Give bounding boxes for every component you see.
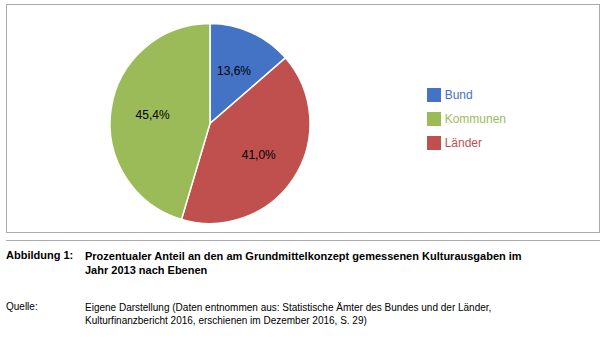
html-text:Länder: Länder: [444, 135, 482, 150]
svg-text:45,4%: 45,4%: [136, 108, 170, 122]
html-text:Prozentualer Anteil an den am: Prozentualer Anteil an den am Grundmitte…: [85, 250, 522, 276]
html-text:Bund: Bund: [444, 87, 473, 102]
svg-text:41,0%: 41,0%: [242, 148, 276, 162]
html-text:Abbildung 1:: Abbildung 1:: [6, 249, 74, 261]
html-text:Kommunen: Kommunen: [444, 111, 506, 126]
html-text:Eigene Darstellung (Daten entn: Eigene Darstellung (Daten entnommen aus:…: [85, 302, 492, 326]
html-text:Quelle:: Quelle:: [6, 301, 38, 312]
svg-text:13,6%: 13,6%: [217, 64, 251, 78]
